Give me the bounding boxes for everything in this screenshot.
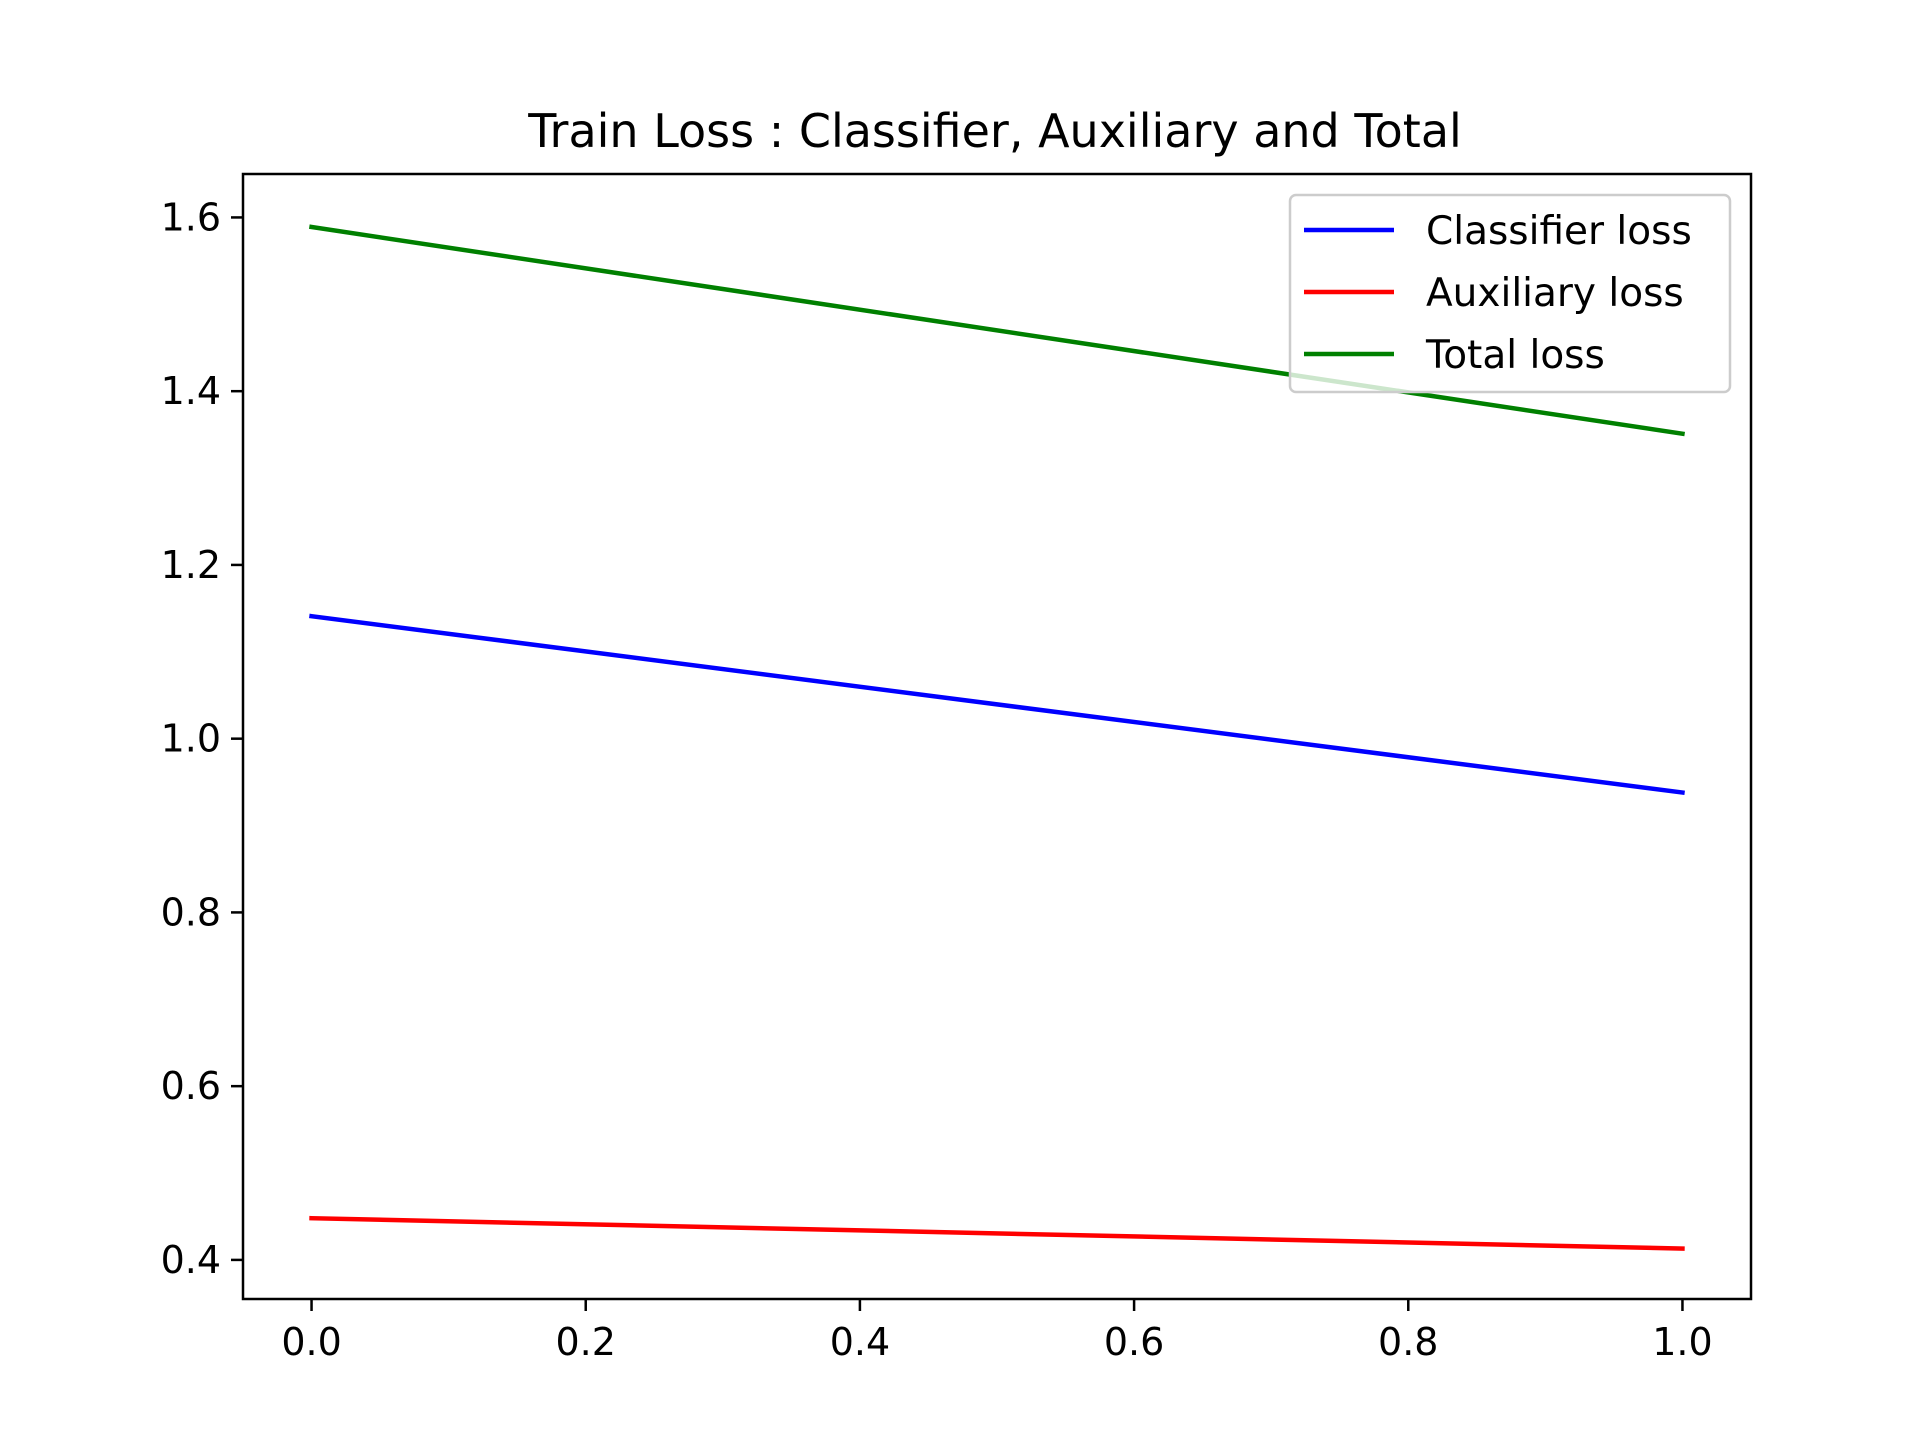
x-tick-label: 0.4 <box>830 1320 890 1364</box>
series-layer <box>308 224 1686 1251</box>
legend-label: Total loss <box>1425 333 1605 378</box>
y-tick-label: 1.6 <box>161 195 221 239</box>
plot-frame <box>241 172 1753 1301</box>
x-tick-label: 0.6 <box>1104 1320 1164 1364</box>
y-tick-label: 0.8 <box>161 890 221 934</box>
legend: Classifier loss Auxiliary loss Total loss <box>1288 193 1732 394</box>
series-line-classifier-loss <box>309 613 1685 796</box>
x-axis: 0.0 0.2 0.4 0.6 0.8 1.0 <box>281 1299 1713 1364</box>
y-tick-label: 1.0 <box>161 717 221 761</box>
x-tick-label: 0.0 <box>281 1320 341 1364</box>
x-tick-label: 1.0 <box>1652 1320 1712 1364</box>
series-line-auxiliary-loss <box>309 1215 1685 1251</box>
y-axis: 0.4 0.6 0.8 1.0 1.2 1.4 1.6 <box>161 195 243 1282</box>
y-tick-label: 1.2 <box>161 543 221 587</box>
y-tick-label: 0.4 <box>161 1238 221 1282</box>
legend-box <box>1288 193 1732 394</box>
legend-label: Classifier loss <box>1426 209 1692 254</box>
y-tick-label: 0.6 <box>161 1064 221 1108</box>
chart-title: Train Loss : Classifier, Auxiliary and T… <box>527 104 1462 158</box>
x-tick-label: 0.8 <box>1378 1320 1438 1364</box>
series-line-total-loss <box>308 224 1686 437</box>
legend-label: Auxiliary loss <box>1426 271 1684 316</box>
x-tick-label: 0.2 <box>556 1320 616 1364</box>
y-tick-label: 1.4 <box>161 369 221 413</box>
